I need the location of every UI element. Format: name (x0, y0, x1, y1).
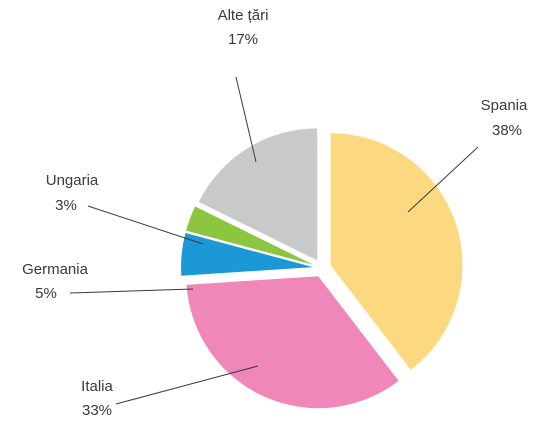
slice-labels: Spania 38% Italia 33% Germania 5% Ungaria 3% Alt… (22, 7, 528, 419)
leader-line-alte-țări (235, 76, 257, 163)
slice-value-label: 17% (228, 31, 258, 48)
pie-slice-germania (181, 232, 314, 276)
leader-line-italia (115, 365, 259, 405)
leader-line-ungaria (87, 205, 204, 245)
pie-slices (181, 128, 463, 409)
pie-slice-alte-țări (198, 128, 318, 261)
leader-line-germania (69, 288, 194, 294)
slice-value-label: 3% (55, 197, 77, 214)
slice-name-label: Germania (22, 261, 89, 278)
slice-name-label: Italia (81, 378, 113, 395)
slice-value-label: 33% (82, 402, 112, 419)
leader-line-spania (407, 146, 479, 213)
slice-value-label: 38% (492, 122, 522, 139)
slice-name-label: Spania (481, 97, 528, 114)
slice-value-label: 5% (35, 285, 57, 302)
leader-lines (69, 76, 479, 405)
pie-slice-italia (186, 276, 399, 409)
slice-name-label: Alte țări (218, 7, 269, 24)
slice-name-label: Ungaria (46, 172, 99, 189)
pie-slice-ungaria (186, 206, 314, 265)
